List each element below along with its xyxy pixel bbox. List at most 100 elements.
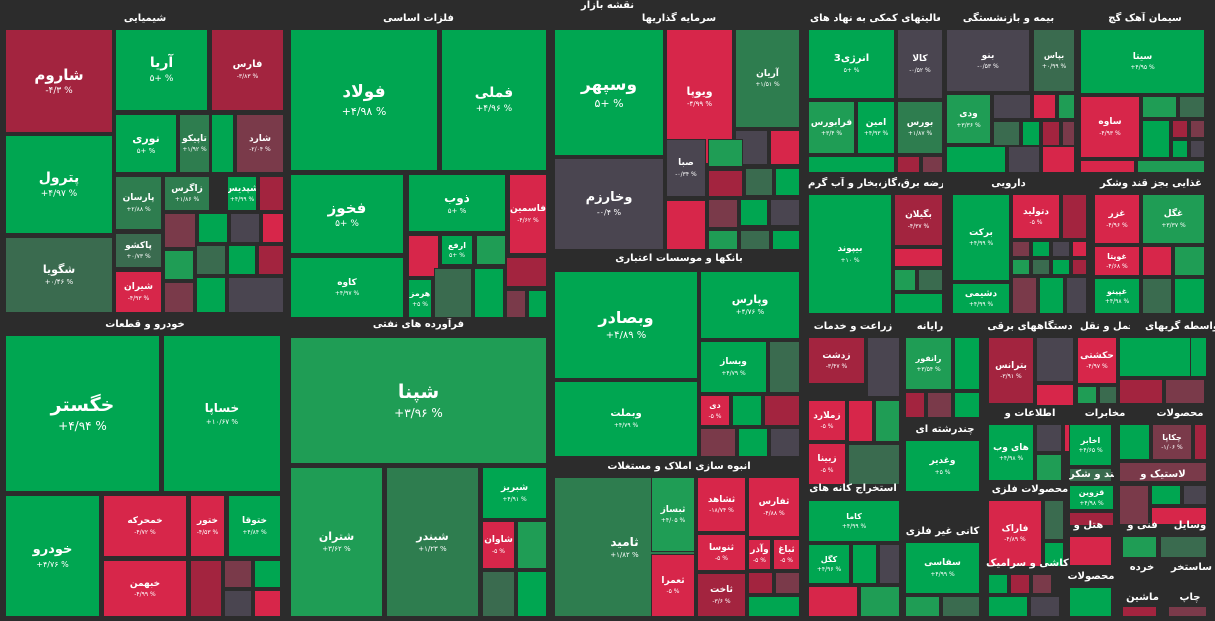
small-stock-tile[interactable] xyxy=(1032,574,1052,594)
small-stock-tile[interactable] xyxy=(708,199,738,228)
small-stock-tile[interactable] xyxy=(482,571,515,617)
small-stock-tile[interactable] xyxy=(1137,160,1205,173)
stock-tile[interactable]: رانفور +۳/۵۴ % xyxy=(905,337,952,390)
stock-tile[interactable]: ساوه -۴/۹۳ % xyxy=(1080,96,1140,158)
stock-tile[interactable]: کگل +۴/۹۶ % xyxy=(808,544,850,584)
small-stock-tile[interactable] xyxy=(164,282,194,313)
stock-tile[interactable]: های وب +۴/۹۸ % xyxy=(988,424,1034,481)
stock-tile[interactable]: بورس +۱/۸۷ % xyxy=(897,101,943,154)
small-stock-tile[interactable] xyxy=(740,199,768,226)
small-stock-tile[interactable] xyxy=(1062,194,1087,239)
small-stock-tile[interactable] xyxy=(254,560,281,588)
small-stock-tile[interactable] xyxy=(1142,278,1172,314)
small-stock-tile[interactable] xyxy=(224,560,252,588)
small-stock-tile[interactable] xyxy=(164,250,194,280)
small-stock-tile[interactable] xyxy=(1151,485,1181,505)
small-stock-tile[interactable] xyxy=(1042,146,1075,173)
stock-tile[interactable]: شارد -۲/۰۴ % xyxy=(236,114,284,173)
small-stock-tile[interactable] xyxy=(879,544,900,584)
stock-tile[interactable]: خگستر +۴/۹۴ % xyxy=(5,335,160,492)
stock-tile[interactable]: ثشاهد -۱۸/۷۴ % xyxy=(697,477,746,532)
small-stock-tile[interactable] xyxy=(1036,454,1062,481)
stock-tile[interactable]: تاپیکو +۱/۹۲ % xyxy=(179,114,210,173)
small-stock-tile[interactable] xyxy=(1122,536,1157,558)
stock-tile[interactable]: غزر -۴/۹۶ % xyxy=(1094,194,1140,244)
stock-tile[interactable]: پترول +۴/۹۷ % xyxy=(5,135,113,234)
stock-tile[interactable]: کالا -۰/۵۲ % xyxy=(897,29,943,99)
small-stock-tile[interactable] xyxy=(254,590,281,617)
small-stock-tile[interactable] xyxy=(196,277,226,313)
small-stock-tile[interactable] xyxy=(1033,94,1056,119)
small-stock-tile[interactable] xyxy=(1119,424,1150,460)
stock-tile[interactable]: ثبساز +۴/۰۵ % xyxy=(651,477,695,552)
small-stock-tile[interactable] xyxy=(1142,96,1177,118)
small-stock-tile[interactable] xyxy=(852,544,877,584)
small-stock-tile[interactable] xyxy=(700,428,736,457)
stock-tile[interactable]: غگل +۳/۳۷ % xyxy=(1142,194,1205,244)
small-stock-tile[interactable] xyxy=(1183,485,1207,505)
small-stock-tile[interactable] xyxy=(1179,96,1205,118)
stock-tile[interactable]: بیپوند +۱۰ % xyxy=(808,194,892,314)
small-stock-tile[interactable] xyxy=(988,574,1008,594)
small-stock-tile[interactable] xyxy=(1077,386,1097,404)
stock-tile[interactable]: وپارس +۴/۷۶ % xyxy=(700,271,800,339)
stock-tile[interactable]: زدشت -۳/۴۷ % xyxy=(808,337,865,384)
stock-tile[interactable]: حکشتی -۴/۹۷ % xyxy=(1077,337,1117,384)
stock-tile[interactable]: وبملت +۴/۷۹ % xyxy=(554,381,698,457)
small-stock-tile[interactable] xyxy=(528,290,547,318)
small-stock-tile[interactable] xyxy=(770,130,800,165)
stock-tile[interactable]: غپینو +۴/۹۸ % xyxy=(1094,278,1140,314)
small-stock-tile[interactable] xyxy=(1012,277,1037,314)
small-stock-tile[interactable] xyxy=(474,268,504,318)
stock-tile[interactable]: فارس -۳/۸۳ % xyxy=(211,29,284,111)
small-stock-tile[interactable] xyxy=(808,156,895,173)
small-stock-tile[interactable] xyxy=(1058,94,1075,119)
stock-tile[interactable]: چکاپا -۱/۰۶ % xyxy=(1152,424,1192,460)
stock-tile[interactable]: ثعمرا -۵ % xyxy=(651,554,695,617)
small-stock-tile[interactable] xyxy=(772,230,800,250)
stock-tile[interactable]: وخارزم -۰/۴ % xyxy=(554,158,664,250)
stock-tile[interactable]: وبصادر +۴/۸۹ % xyxy=(554,271,698,379)
small-stock-tile[interactable] xyxy=(190,560,222,617)
small-stock-tile[interactable] xyxy=(867,337,900,397)
small-stock-tile[interactable] xyxy=(517,521,547,569)
small-stock-tile[interactable] xyxy=(1036,424,1062,452)
stock-tile[interactable]: وبساز +۴/۷۹ % xyxy=(700,341,767,393)
small-stock-tile[interactable] xyxy=(894,269,916,291)
stock-tile[interactable]: دی -۵ % xyxy=(700,395,730,426)
small-stock-tile[interactable] xyxy=(946,146,1006,173)
stock-tile[interactable]: بترانس -۳/۹۱ % xyxy=(988,337,1034,404)
stock-tile[interactable]: زملارد -۵ % xyxy=(808,400,846,441)
small-stock-tile[interactable] xyxy=(922,156,943,173)
small-stock-tile[interactable] xyxy=(708,170,743,197)
stock-tile[interactable]: پارسان +۲/۸۸ % xyxy=(115,176,162,230)
stock-tile[interactable]: شبریز +۴/۹۱ % xyxy=(482,467,547,519)
stock-tile[interactable]: ثاخت -۳/۶ % xyxy=(697,573,746,617)
small-stock-tile[interactable] xyxy=(1168,606,1207,617)
stock-tile[interactable]: خودرو +۴/۷۶ % xyxy=(5,495,100,617)
stock-tile[interactable]: سفاسی +۴/۹۹ % xyxy=(905,542,980,594)
stock-tile[interactable]: شتران +۳/۶۲ % xyxy=(290,467,383,617)
small-stock-tile[interactable] xyxy=(1066,277,1087,314)
small-stock-tile[interactable] xyxy=(748,572,773,594)
small-stock-tile[interactable] xyxy=(954,337,980,390)
small-stock-tile[interactable] xyxy=(745,168,773,196)
small-stock-tile[interactable] xyxy=(770,199,800,226)
small-stock-tile[interactable] xyxy=(1072,259,1087,275)
small-stock-tile[interactable] xyxy=(1039,277,1064,314)
small-stock-tile[interactable] xyxy=(1122,606,1157,617)
stock-tile[interactable]: فرابورس +۳/۴ % xyxy=(808,101,855,154)
stock-tile[interactable]: نوری ۵+ % xyxy=(115,114,177,173)
stock-tile[interactable]: شاروم -۴/۳ % xyxy=(5,29,113,133)
small-stock-tile[interactable] xyxy=(1044,500,1064,540)
stock-tile[interactable]: دشیمی +۴/۹۹ % xyxy=(952,283,1010,314)
small-stock-tile[interactable] xyxy=(1012,259,1030,275)
small-stock-tile[interactable] xyxy=(1172,120,1188,138)
stock-tile[interactable]: امین +۴/۹۳ % xyxy=(857,101,895,154)
stock-tile[interactable]: ارفع ۵+ % xyxy=(441,235,473,265)
small-stock-tile[interactable] xyxy=(775,572,800,594)
small-stock-tile[interactable] xyxy=(1069,587,1112,617)
stock-tile[interactable]: خبهمن -۴/۹۹ % xyxy=(103,560,187,617)
small-stock-tile[interactable] xyxy=(408,235,439,277)
small-stock-tile[interactable] xyxy=(1036,384,1074,406)
